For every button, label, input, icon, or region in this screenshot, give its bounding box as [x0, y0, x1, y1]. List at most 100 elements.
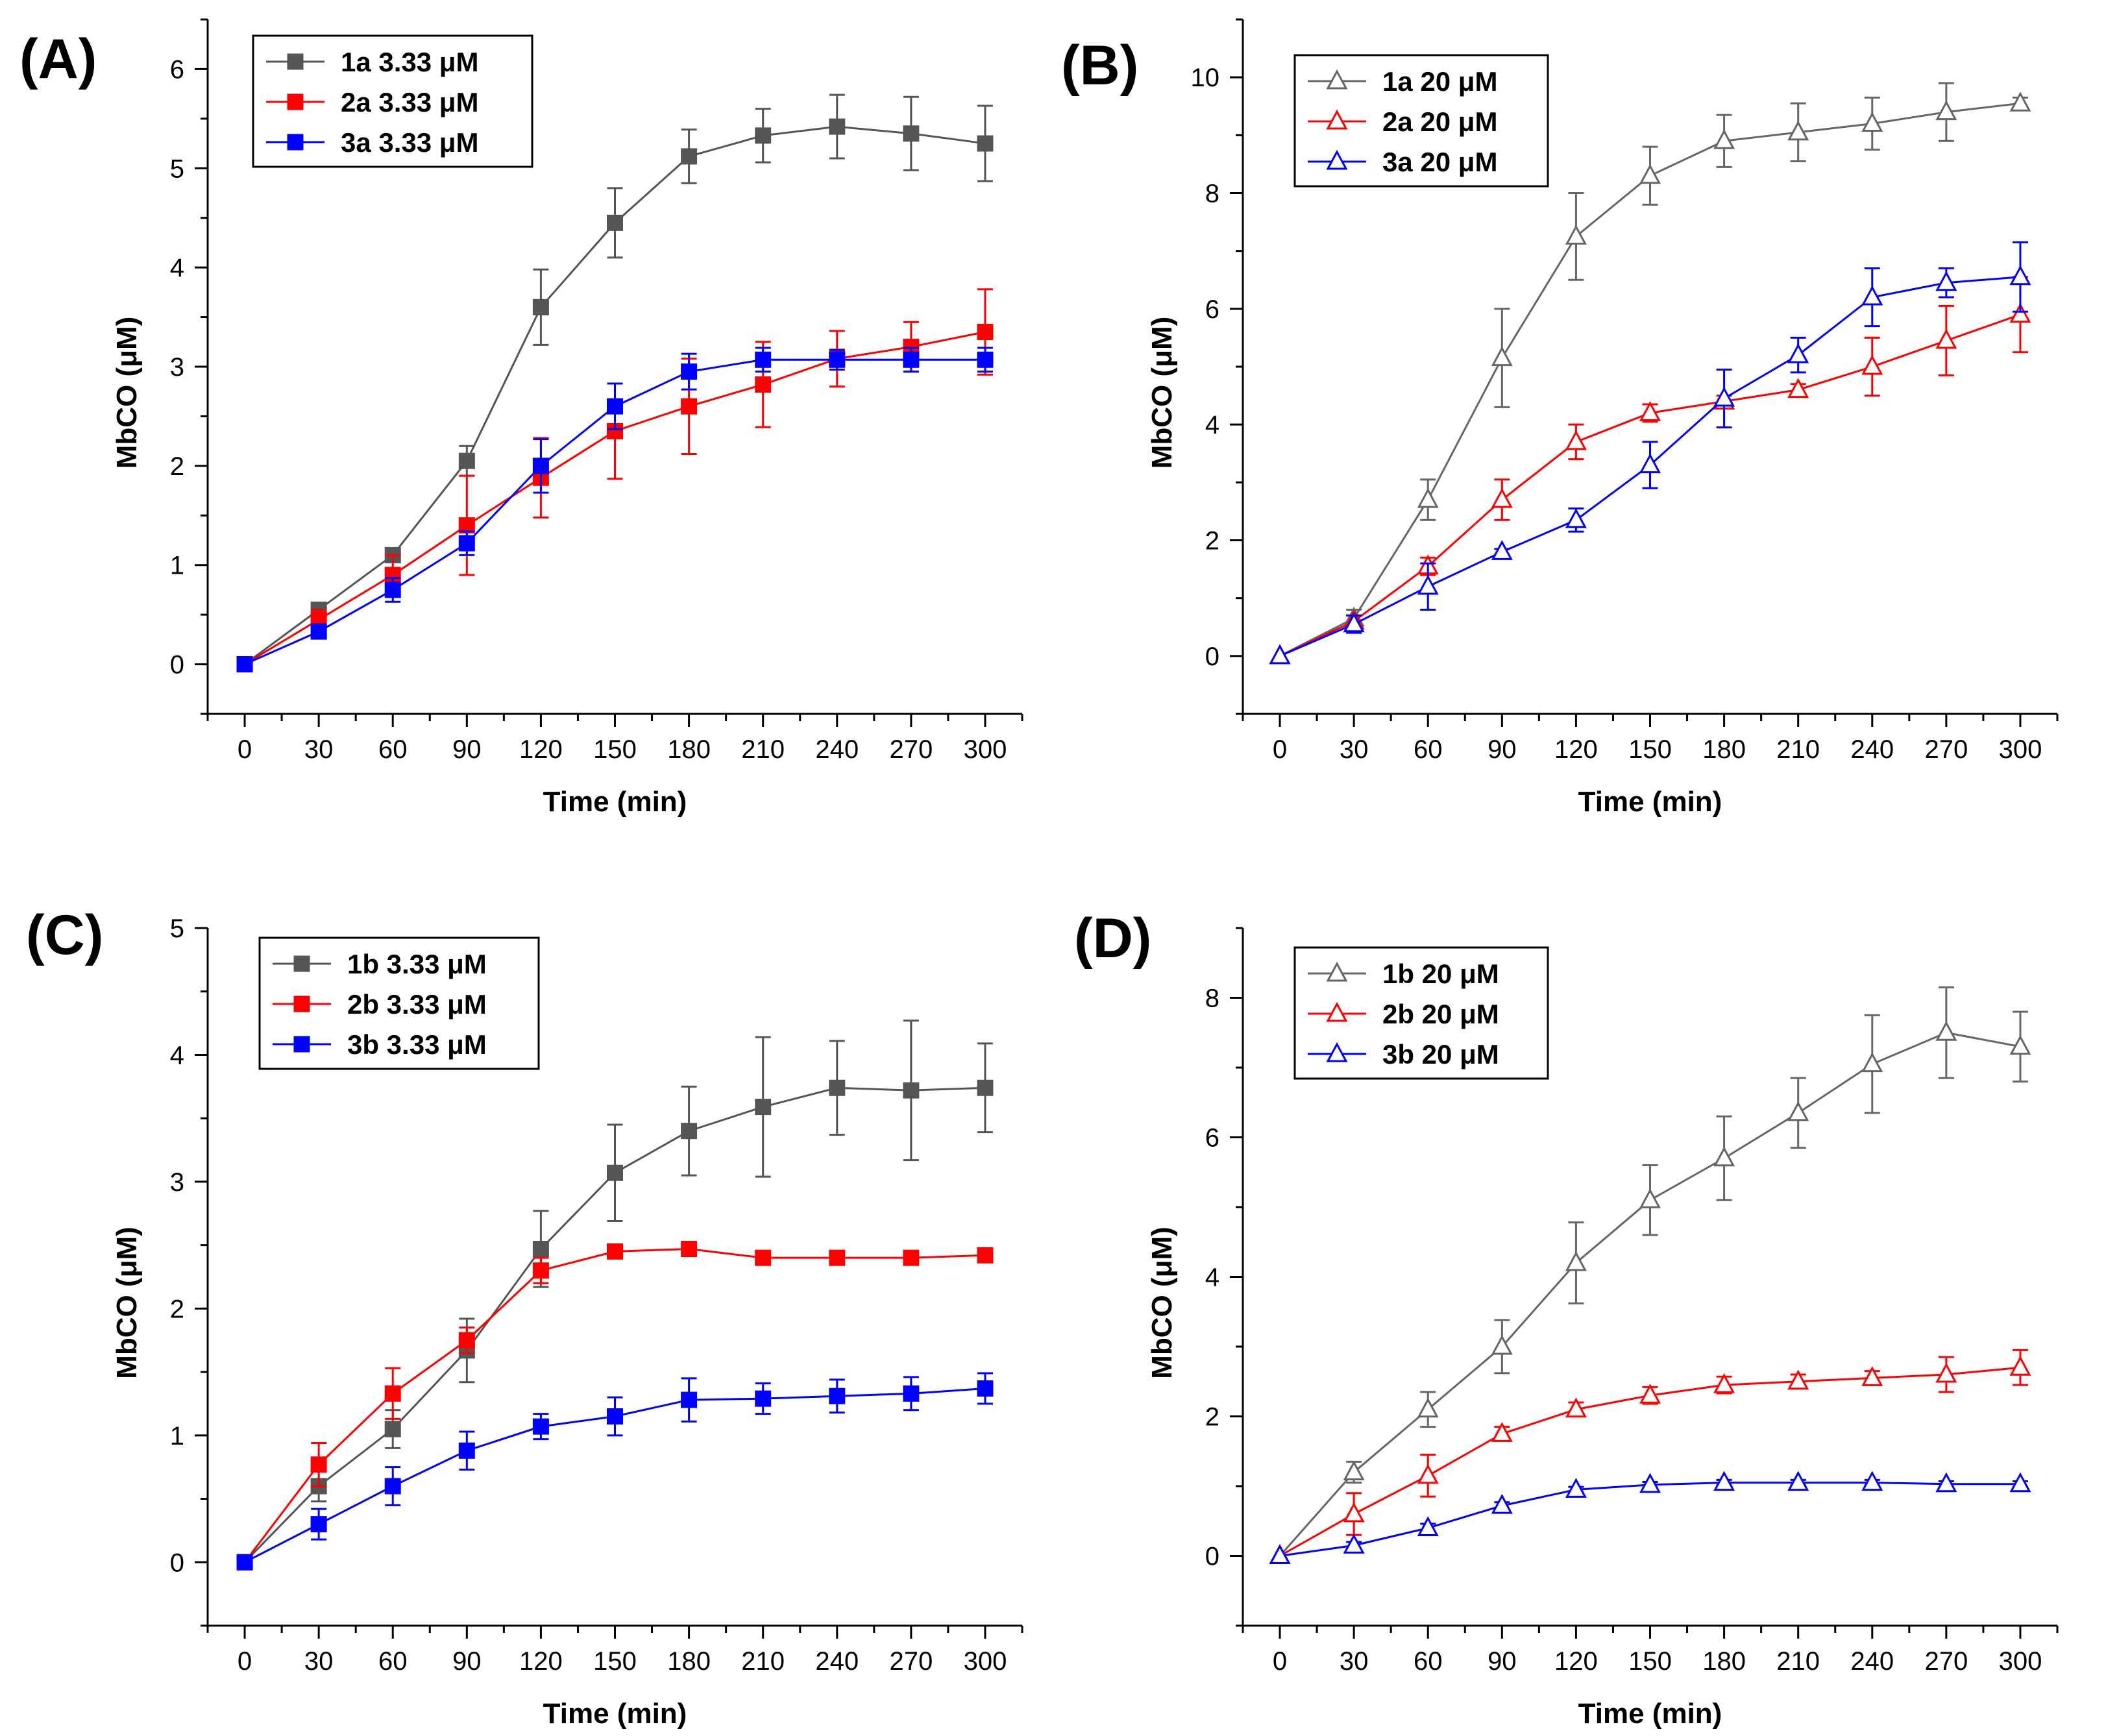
- data-point: [458, 1442, 475, 1459]
- data-point: [1343, 1460, 1365, 1480]
- legend-label: 3b 3.33 μM: [347, 1029, 487, 1060]
- data-point: [1417, 487, 1439, 508]
- data-point: [458, 1332, 475, 1349]
- data-point: [829, 351, 846, 368]
- data-point: [903, 1249, 920, 1266]
- series-3: [1269, 1471, 2031, 1564]
- y-tick-label: 0: [1205, 1543, 1219, 1571]
- data-point: [1861, 285, 1883, 306]
- legend-item: 2b 20 μM: [1308, 999, 1499, 1029]
- y-tick-label: 4: [170, 254, 184, 282]
- panel-label: (D): [1074, 907, 1151, 970]
- data-point: [310, 1516, 327, 1533]
- data-point: [384, 581, 401, 598]
- chart-panel-3: (C) 0 30 60 90 120 150 180 210 240 270 300 0 1 2 3 4 5 Tim…: [26, 904, 1023, 1730]
- legend-marker: [1326, 1001, 1348, 1022]
- y-tick-label: 5: [170, 154, 184, 183]
- x-tick-label: 60: [1414, 1647, 1443, 1676]
- data-point: [1417, 574, 1439, 595]
- data-point: [681, 1391, 698, 1408]
- x-tick-label: 270: [889, 1647, 933, 1676]
- data-point: [1269, 1544, 1291, 1564]
- series-line: [1279, 1482, 2020, 1557]
- panel-label: (A): [19, 28, 97, 90]
- x-tick-label: 240: [815, 1647, 859, 1676]
- data-point: [1935, 1021, 1957, 1041]
- data-point: [1713, 129, 1735, 149]
- x-tick-label: 30: [1340, 1647, 1369, 1676]
- y-tick-label: 8: [1205, 180, 1219, 208]
- y-axis-title: MbCO (μM): [111, 1227, 143, 1379]
- data-point: [1713, 1373, 1735, 1393]
- legend-label: 2a 3.33 μM: [341, 87, 478, 117]
- data-point: [681, 1241, 698, 1257]
- x-tick-label: 240: [1850, 735, 1894, 764]
- data-point: [607, 1164, 623, 1181]
- data-point: [1861, 1471, 1883, 1491]
- legend-label: 2b 20 μM: [1382, 999, 1499, 1029]
- data-point: [755, 1249, 772, 1266]
- data-point: [829, 1079, 846, 1096]
- data-point: [2009, 1472, 2031, 1493]
- data-point: [1417, 1516, 1439, 1536]
- legend-item: 2a 3.33 μM: [266, 87, 478, 117]
- y-axis-title: MbCO (μM): [1146, 1227, 1178, 1379]
- legend: 1b 3.33 μM 2b 3.33 μM 3b 3.33 μM: [258, 936, 540, 1070]
- x-tick-label: 270: [889, 735, 933, 764]
- data-point: [1935, 1362, 1957, 1383]
- y-tick-label: 10: [1191, 64, 1220, 92]
- x-tick-label: 150: [1628, 1647, 1672, 1676]
- data-point: [532, 458, 549, 474]
- y-tick-label: 8: [1205, 984, 1219, 1013]
- chart-panel-2: (B) 0 30 60 90 120 150 180 210 240 270 300 0 2 4 6 8 10 Ti…: [1061, 18, 2059, 818]
- data-point: [1713, 1471, 1735, 1491]
- data-point: [1565, 1478, 1587, 1498]
- x-tick-label: 270: [1924, 735, 1968, 764]
- legend-item: 3b 20 μM: [1308, 1039, 1499, 1070]
- data-point: [1491, 1422, 1513, 1442]
- y-axis-title: MbCO (μM): [1146, 317, 1178, 469]
- data-point: [903, 125, 920, 142]
- data-point: [384, 1478, 401, 1495]
- data-point: [236, 656, 253, 673]
- data-point: [1565, 1397, 1587, 1418]
- data-point: [310, 1456, 327, 1473]
- legend-label: 1a 20 μM: [1382, 66, 1497, 97]
- data-point: [1861, 112, 1883, 132]
- x-tick-label: 270: [1924, 1647, 1968, 1676]
- y-tick-label: 0: [1205, 642, 1219, 671]
- data-point: [1935, 1472, 1957, 1493]
- panel-label: (C): [26, 904, 103, 966]
- data-point: [1565, 225, 1587, 245]
- x-tick-label: 150: [1628, 735, 1672, 764]
- x-tick-label: 180: [667, 735, 711, 764]
- x-tick-label: 30: [304, 735, 334, 764]
- x-tick-label: 300: [964, 735, 1007, 764]
- data-point: [1935, 271, 1957, 291]
- legend-marker: [1326, 149, 1348, 170]
- x-tick-label: 210: [1776, 735, 1820, 764]
- x-tick-label: 120: [519, 735, 563, 764]
- y-tick-label: 0: [170, 651, 184, 679]
- data-point: [532, 1262, 549, 1279]
- legend-label: 3b 20 μM: [1382, 1039, 1499, 1070]
- data-point: [1639, 1384, 1661, 1404]
- data-point: [1787, 1101, 1809, 1121]
- data-point: [384, 1385, 401, 1402]
- y-tick-label: 1: [170, 552, 184, 580]
- legend-marker: [1326, 109, 1348, 130]
- legend: 1a 3.33 μM 2a 3.33 μM 3a 3.33 μM: [252, 34, 533, 168]
- y-tick-label: 2: [170, 452, 184, 481]
- x-tick-label: 60: [1414, 735, 1443, 764]
- series-3: [236, 347, 994, 673]
- legend-label: 3a 20 μM: [1382, 147, 1497, 177]
- x-axis-title: Time (min): [1578, 786, 1722, 818]
- data-point: [1491, 487, 1513, 508]
- panel-label: (B): [1061, 34, 1138, 97]
- x-tick-label: 0: [238, 735, 252, 764]
- data-point: [607, 1408, 623, 1424]
- data-point: [1639, 164, 1661, 184]
- chart-panel-4: (D) 0 30 60 90 120 150 180 210 240 270 300 0 2 4 6 8 Time…: [1074, 907, 2059, 1730]
- data-point: [1417, 1463, 1439, 1484]
